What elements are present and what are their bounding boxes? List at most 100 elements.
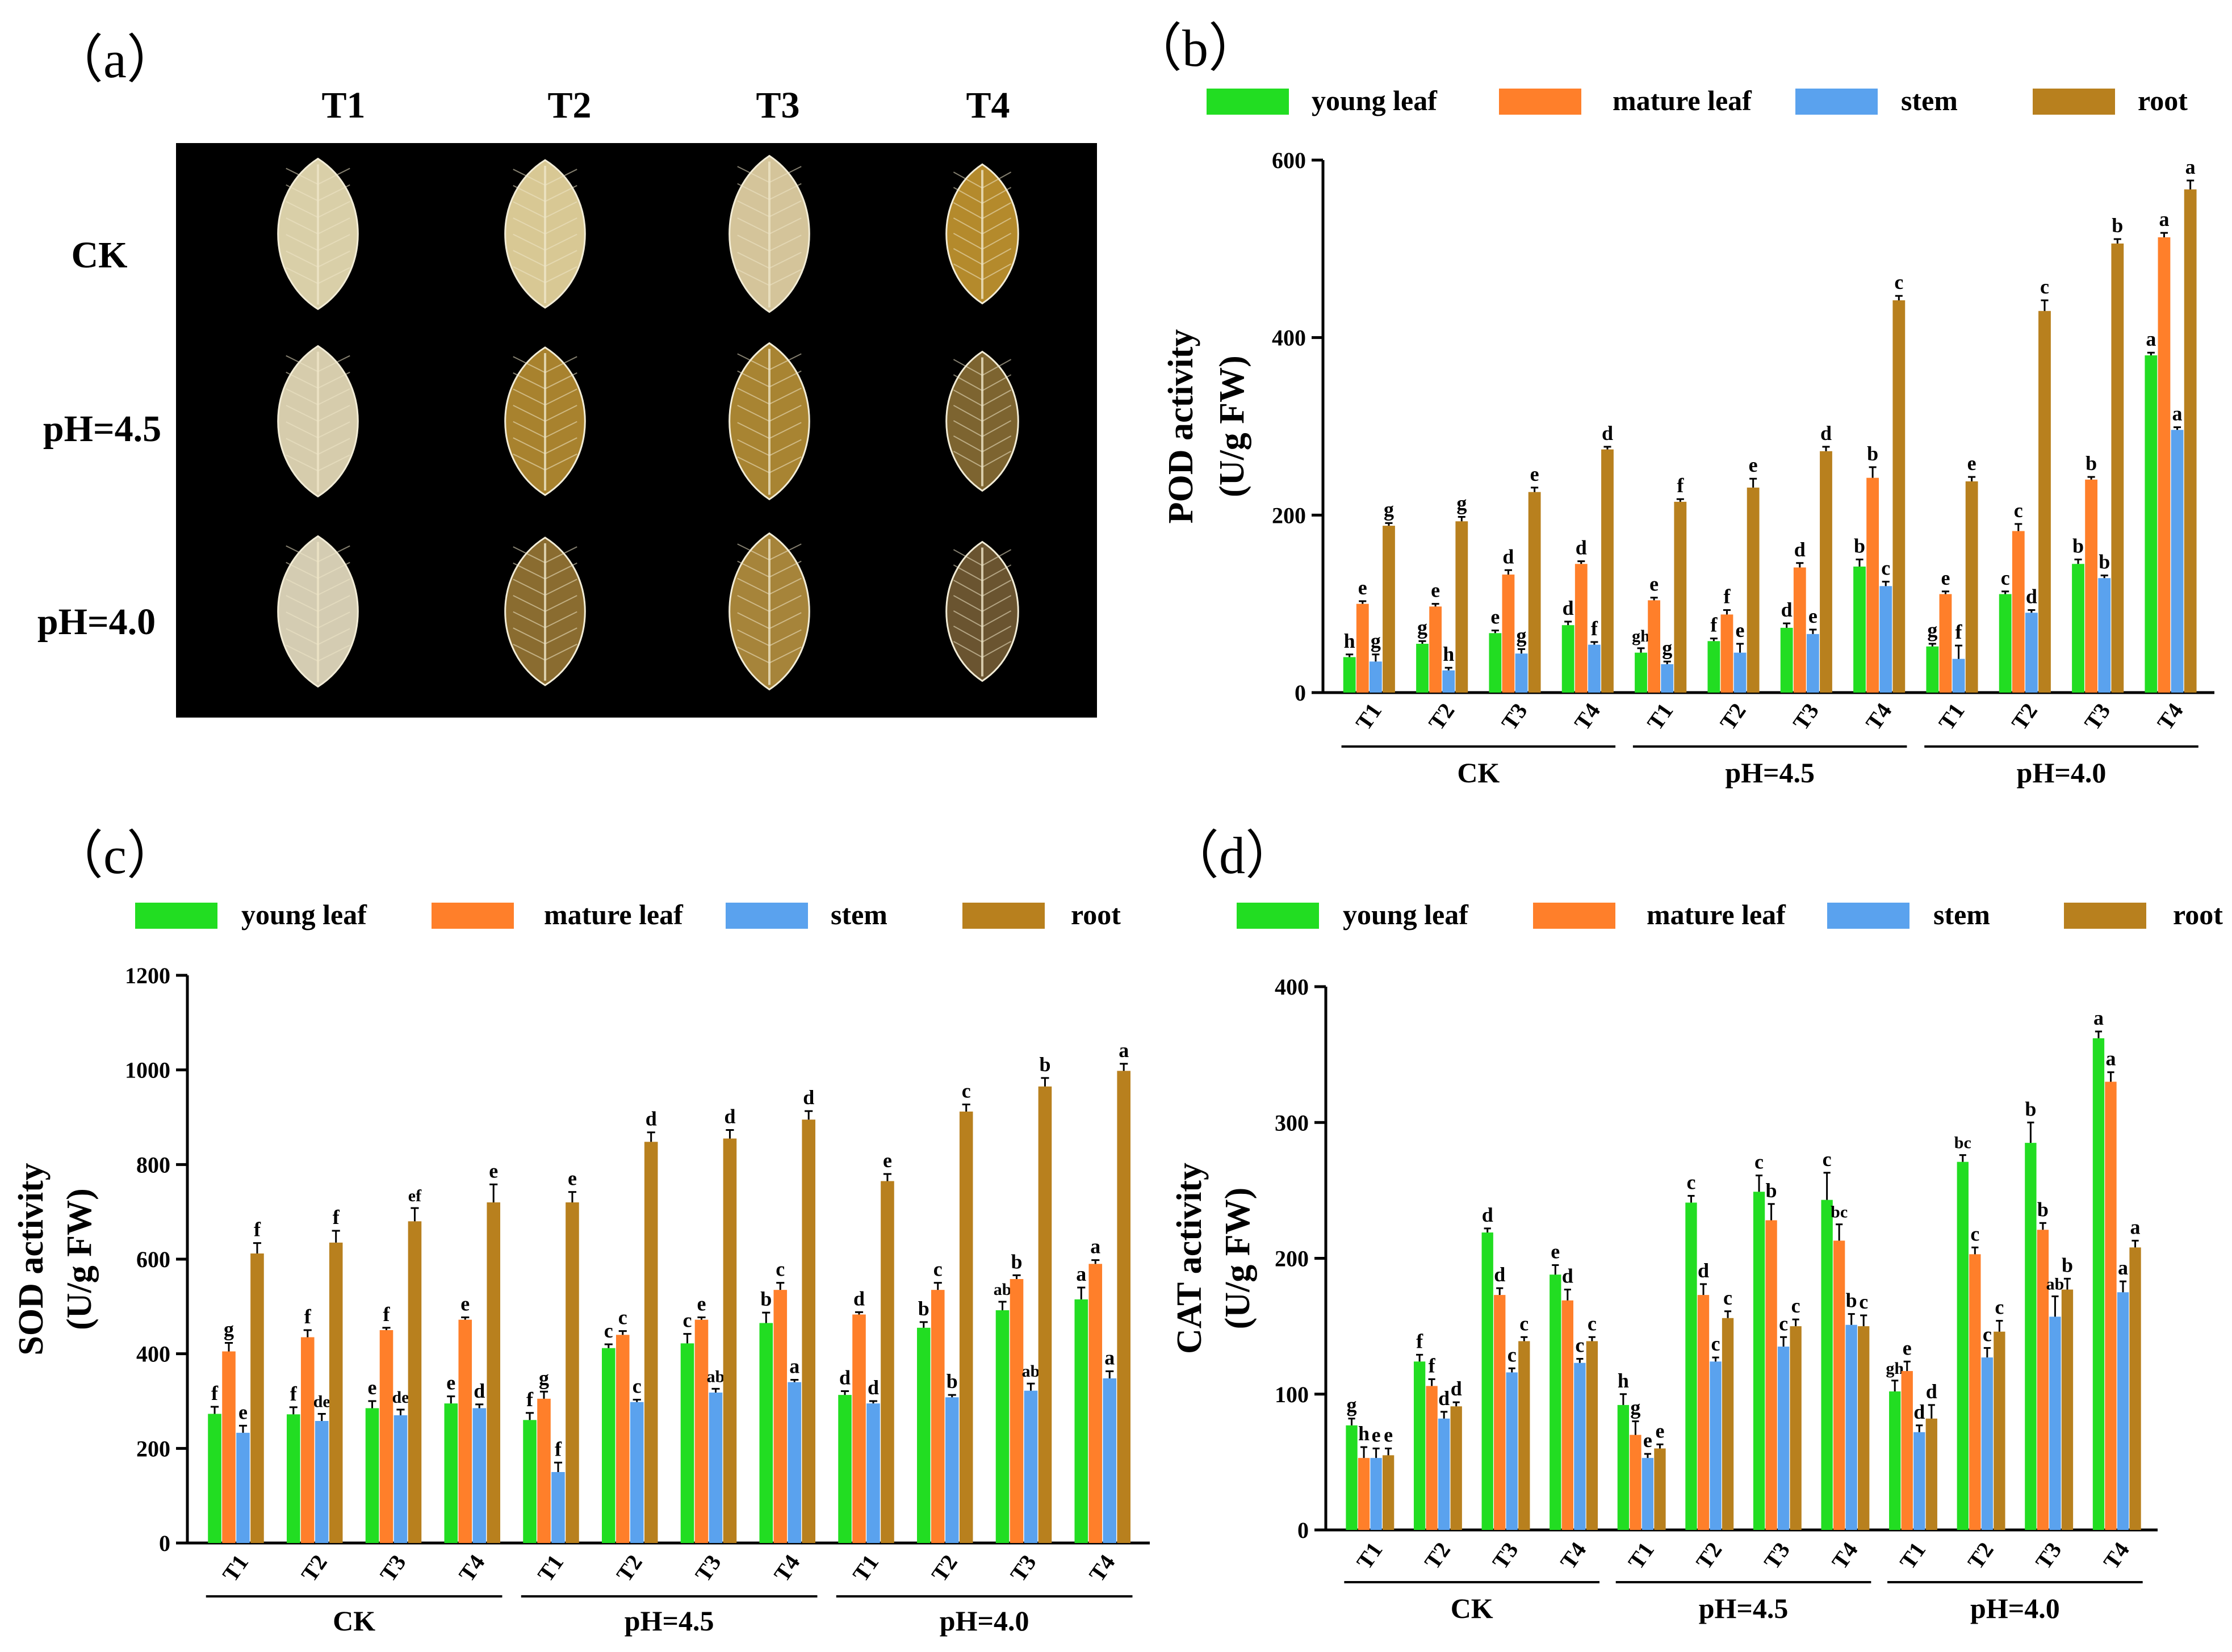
leaf-vein [953, 359, 983, 376]
leaf-vein [769, 646, 802, 664]
photo-col-header-t2: T2 [547, 85, 592, 126]
leaf-vein [286, 644, 319, 662]
leaf-vein [545, 546, 577, 564]
significance-letter: d [1794, 538, 1806, 561]
significance-letter: g [224, 1318, 234, 1341]
bar [1356, 603, 1369, 693]
significance-letter: g [1927, 619, 1937, 641]
significance-letter: b [2099, 551, 2110, 573]
bar [1765, 1220, 1777, 1530]
bar [694, 1319, 709, 1543]
y-axis-label-line2: (U/g FW) [60, 1188, 99, 1330]
leaf-vein [769, 183, 802, 200]
bar [1965, 481, 1978, 693]
photo-col-header-t4: T4 [966, 85, 1010, 126]
significance-letter: c [1881, 557, 1890, 580]
bar [286, 1414, 300, 1543]
bar [1892, 300, 1906, 693]
leaf-vein [982, 626, 1012, 643]
x-tick-label: T1 [1895, 1537, 1931, 1574]
leaf-vein [737, 629, 770, 647]
significance-letter: c [962, 1080, 971, 1102]
significance-letter: a [1119, 1039, 1129, 1062]
y-tick-label: 200 [1272, 502, 1306, 528]
x-tick-label: T2 [1419, 1537, 1456, 1574]
significance-letter: f [1429, 1354, 1436, 1377]
bar [773, 1290, 788, 1543]
significance-letter: d [839, 1366, 851, 1389]
leaf-vein [317, 388, 350, 405]
significance-letter: e [1530, 463, 1539, 485]
x-tick-label: T4 [1555, 1537, 1592, 1574]
leaf-vein [769, 543, 802, 561]
leaf-vein [286, 217, 319, 234]
legend-label: root [1071, 899, 1121, 930]
leaf-vein [982, 580, 1012, 597]
significance-letter: c [1588, 1312, 1597, 1335]
leaf-vein [982, 374, 1012, 391]
leaf-vein [953, 171, 983, 189]
bar [236, 1432, 250, 1543]
legend-swatch [1207, 89, 1289, 115]
significance-letter: ab [707, 1367, 725, 1386]
bar [1952, 659, 1965, 693]
significance-letter: b [2037, 1198, 2049, 1221]
leaf-vein [545, 562, 577, 580]
leaf-vein [953, 610, 983, 627]
leaf-vein [545, 643, 577, 661]
leaf-vein [737, 251, 770, 269]
bar [852, 1314, 866, 1543]
bar [1697, 1295, 1710, 1530]
leaf-photo-svg [176, 143, 1097, 718]
group-label: CK [1451, 1592, 1493, 1624]
leaf-vein [513, 266, 546, 283]
leaf-vein [737, 370, 770, 388]
bar [523, 1420, 537, 1543]
significance-letter: c [776, 1258, 785, 1281]
bar [1481, 1232, 1493, 1530]
leaf-vein [769, 405, 802, 422]
leaf-vein [545, 611, 577, 628]
leaf-vein [513, 627, 546, 645]
photo-col-header-t3: T3 [756, 85, 800, 126]
leaf-vein [737, 183, 770, 200]
significance-letter: b [2062, 1253, 2073, 1276]
significance-letter: c [1723, 1286, 1732, 1309]
bar [1879, 586, 1892, 693]
bar [1753, 1192, 1765, 1530]
leaf-vein [982, 405, 1012, 422]
leaf-vein [317, 184, 350, 202]
leaf-vein [286, 167, 319, 185]
significance-letter: a [1090, 1235, 1100, 1258]
leaf-vein [513, 356, 546, 374]
bar [881, 1181, 894, 1543]
bar [931, 1290, 945, 1543]
bar [1999, 594, 2012, 693]
leaf-vein [737, 405, 770, 422]
photo-row-header-ph40: pH=4.0 [37, 601, 156, 643]
bar [1720, 614, 1733, 693]
significance-letter: a [2093, 1007, 2104, 1029]
significance-letter: d [1698, 1259, 1709, 1282]
significance-letter: f [383, 1303, 391, 1326]
significance-letter: bc [1954, 1134, 1971, 1152]
significance-letter: e [1736, 619, 1745, 641]
bar [329, 1242, 343, 1543]
y-axis-label-line2: (U/g FW) [1218, 1188, 1257, 1330]
group-label: CK [1457, 757, 1500, 789]
significance-letter: e [1903, 1336, 1912, 1359]
bar [1648, 600, 1661, 693]
bar [1383, 526, 1395, 693]
significance-letter: d [1563, 597, 1574, 619]
significance-letter: b [1867, 442, 1878, 465]
bar [1450, 1406, 1462, 1530]
leaf-vein [286, 267, 319, 284]
leaf-vein [317, 611, 350, 629]
bar [1024, 1390, 1038, 1543]
bar [615, 1335, 630, 1543]
leaf-vein [953, 640, 983, 658]
significance-letter: d [1451, 1377, 1462, 1400]
leaf-vein [545, 578, 577, 596]
